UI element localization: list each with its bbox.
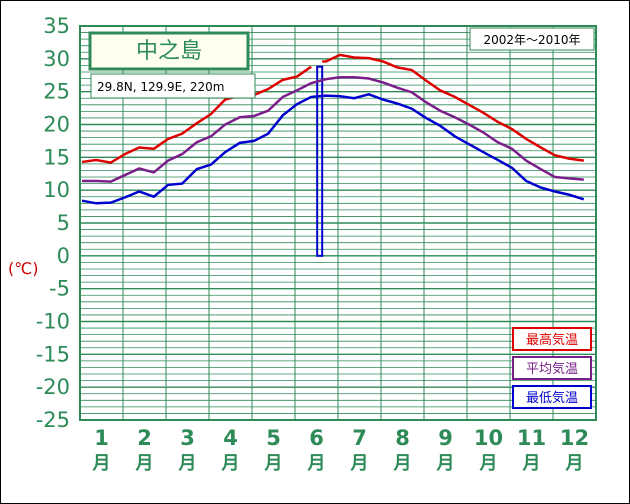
period-label: 2002年〜2010年 (483, 33, 580, 47)
legend-box-max (512, 327, 592, 351)
chart-title: 中之島 (136, 39, 202, 64)
x-tick-label: 4 (223, 426, 238, 450)
x-tick-unit: 月 (522, 453, 541, 474)
y-unit-label: (℃) (8, 259, 38, 278)
x-tick-unit: 月 (264, 453, 283, 474)
y-tick-label: -10 (36, 310, 70, 334)
y-tick-label: 30 (43, 47, 70, 71)
x-tick-label: 10 (474, 426, 503, 450)
anomaly-marker (316, 65, 324, 257)
x-tick-unit: 月 (178, 453, 197, 474)
legend-label-min: 最低気温 (526, 390, 578, 406)
period-box (469, 27, 595, 51)
x-tick-label: 12 (560, 426, 589, 450)
x-tick-label: 7 (352, 426, 367, 450)
x-tick-label: 3 (180, 426, 195, 450)
legend-box-avg (512, 356, 592, 380)
series-line-max (81, 65, 312, 164)
y-tick-label: 35 (43, 14, 70, 38)
title-box (88, 31, 250, 71)
y-tick-label: -20 (36, 375, 70, 399)
y-tick-label: 20 (43, 113, 70, 137)
location-box (90, 73, 256, 99)
location-label: 29.8N, 129.9E, 220m (97, 80, 224, 94)
x-tick-unit: 月 (436, 453, 455, 474)
y-axis-ticks: 35 30 25 20 15 10 5 0 -5 -10 -15 -20 -25 (36, 14, 70, 432)
x-tick-unit: 月 (92, 453, 111, 474)
legend-label-max: 最高気温 (526, 332, 578, 348)
legend-label-avg: 平均気温 (526, 361, 578, 377)
y-tick-label: 15 (43, 145, 70, 169)
x-tick-unit: 月 (221, 453, 240, 474)
y-tick-label: 10 (43, 178, 70, 202)
series-line-avg (82, 75, 584, 183)
x-tick-unit: 月 (307, 453, 326, 474)
y-tick-label: -5 (49, 277, 70, 301)
y-tick-label: 5 (57, 211, 70, 235)
x-tick-unit: 月 (135, 453, 154, 474)
x-tick-label: 9 (438, 426, 453, 450)
y-tick-label: -15 (36, 342, 70, 366)
legend: 最高気温 平均気温 最低気温 (512, 327, 592, 409)
x-tick-unit: 月 (565, 453, 584, 474)
y-tick-label: 25 (43, 80, 70, 104)
series-line-min (81, 92, 585, 205)
x-tick-unit: 月 (350, 453, 369, 474)
x-tick-label: 1 (94, 426, 109, 450)
legend-box-min (512, 385, 592, 409)
y-tick-label: 0 (57, 244, 70, 268)
x-tick-unit: 月 (479, 453, 498, 474)
x-tick-unit: 月 (393, 453, 412, 474)
y-tick-label: -25 (36, 408, 70, 432)
x-tick-label: 6 (309, 426, 324, 450)
x-tick-label: 5 (266, 426, 281, 450)
x-axis-ticks: 1 月 2 月 3 月 4 月 5 月 6 月 7 月 8 月 9 月 10 月 11 月 12 月 (92, 426, 590, 474)
x-tick-label: 2 (137, 426, 152, 450)
x-tick-label: 8 (395, 426, 410, 450)
x-tick-label: 11 (517, 426, 546, 450)
series-lines (81, 53, 585, 257)
series-line-max (322, 53, 584, 162)
